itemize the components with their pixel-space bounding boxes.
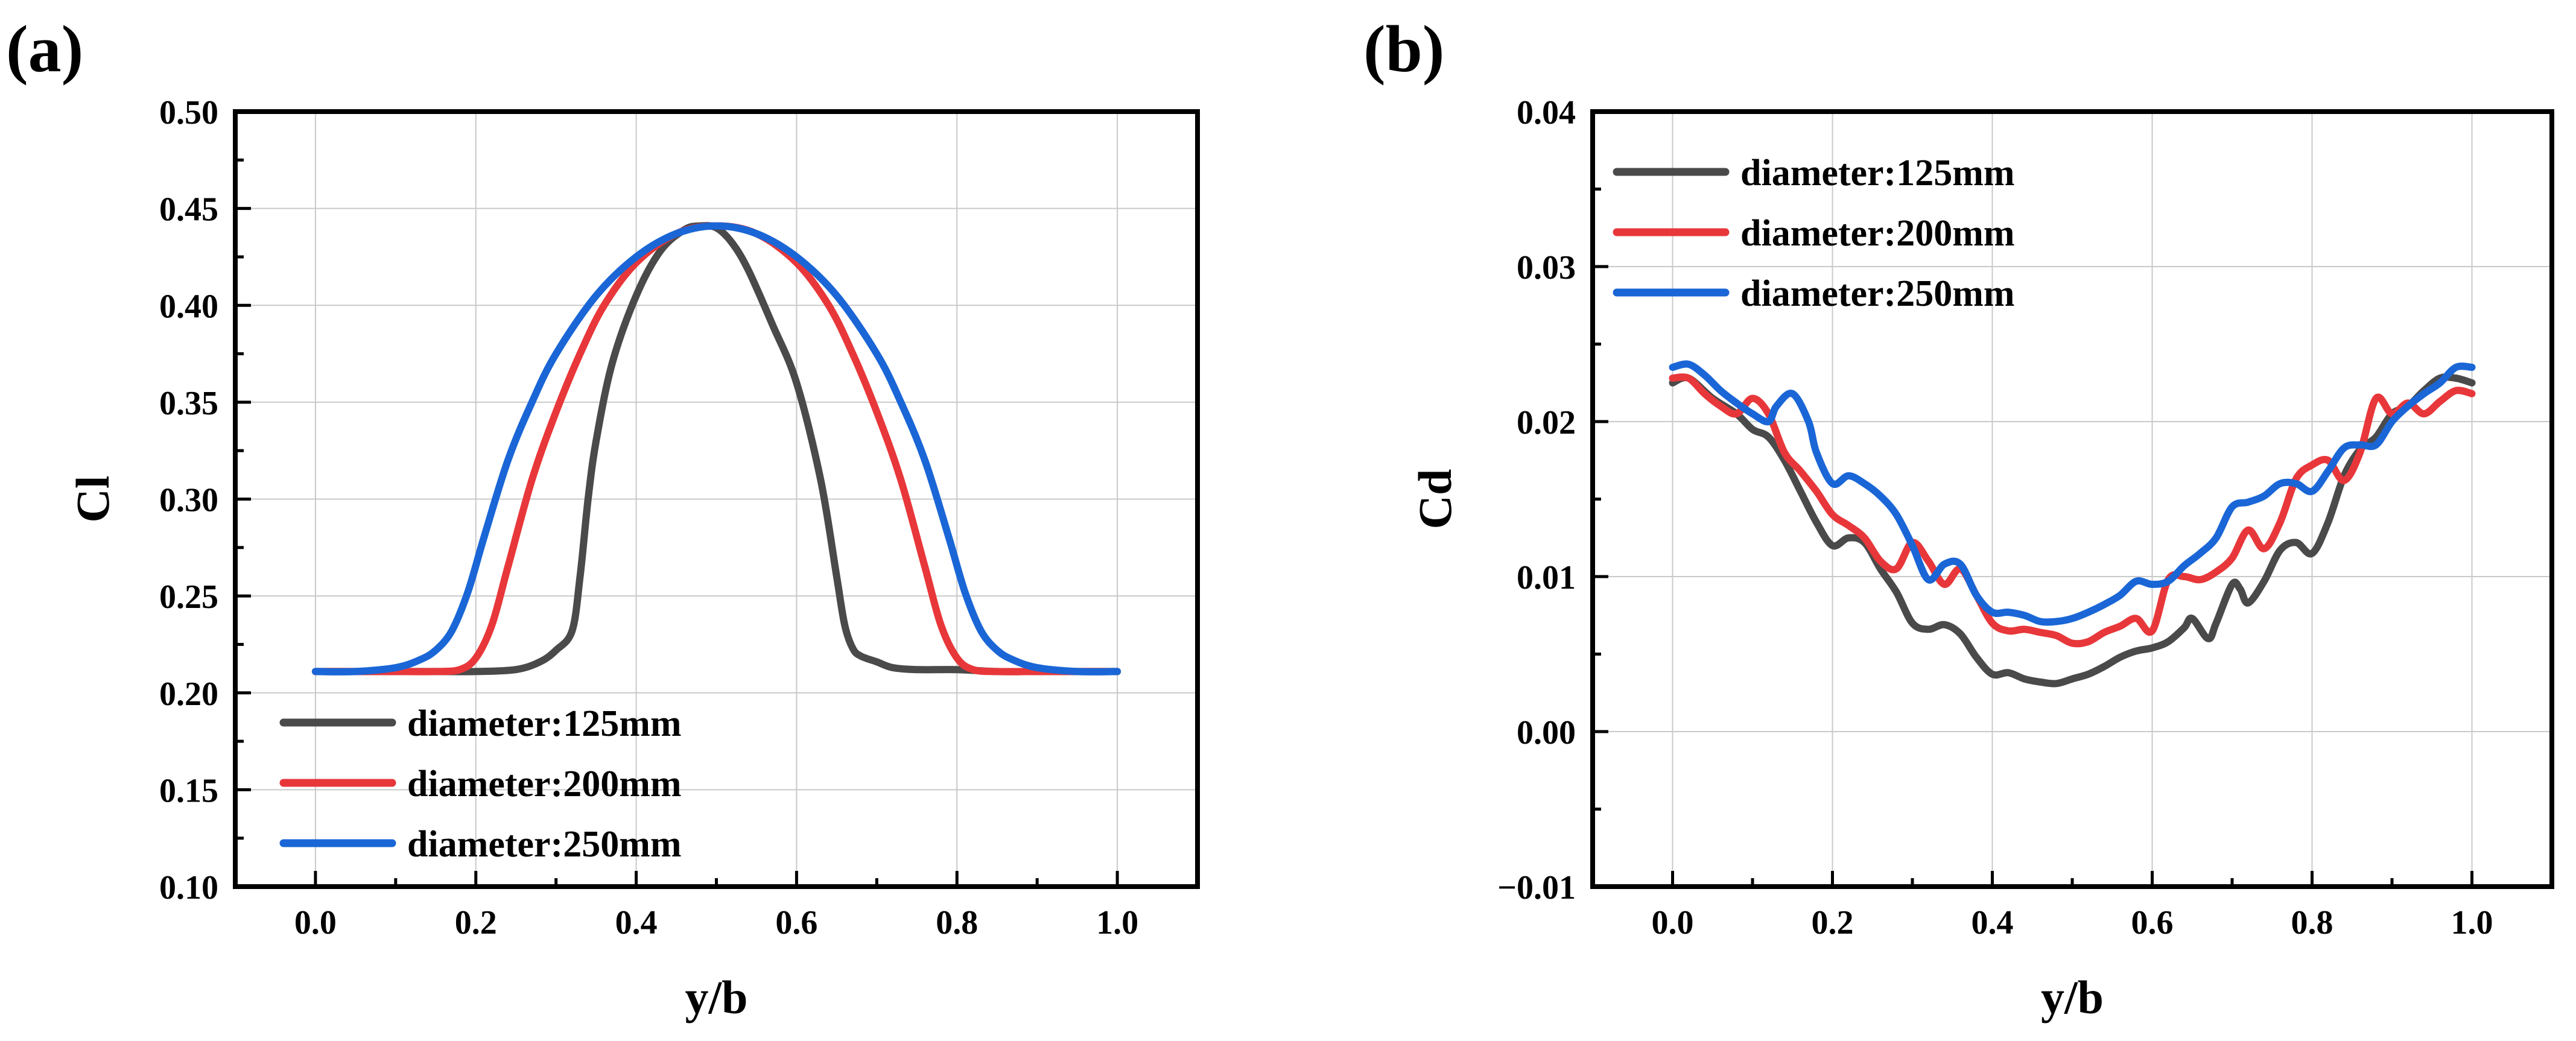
panel-a: (a) 0.0 0.2 0.4 0.6 0.8 1.0 0.10 0.15 0.20 0.25 0.…: [6, 12, 1200, 1024]
y-tick-label: 0.02: [1517, 404, 1576, 441]
x-tick-label: 1.0: [2451, 904, 2493, 941]
legend-entry-label: diameter:125mm: [407, 703, 682, 744]
legend-entry-label: diameter:250mm: [407, 824, 682, 865]
x-tick-label: 0.4: [1972, 904, 2014, 941]
series-line-diameter-200mm: [1669, 373, 2476, 648]
x-tick-label: 0.4: [615, 904, 658, 941]
x-tick-label: 0.2: [1812, 904, 1854, 941]
y-tick-label: −0.01: [1497, 869, 1576, 907]
plot-frame: [1590, 109, 2554, 889]
x-axis-title: y/b: [2041, 971, 2104, 1024]
x-tick-label: 0.6: [775, 904, 817, 941]
y-tick-label: 0.20: [159, 676, 218, 713]
legend-entry-label: diameter:200mm: [407, 764, 682, 805]
legend-entry-label: diameter:125mm: [1740, 153, 2015, 194]
y-tick-label: 0.03: [1517, 249, 1576, 286]
y-tick-label: 0.00: [1517, 714, 1576, 751]
series-line-diameter-250mm: [1669, 360, 2476, 626]
y-tick-label: 0.50: [159, 94, 218, 131]
x-tick-label: 0.0: [1652, 904, 1694, 941]
y-axis-title: Cd: [1409, 469, 1461, 530]
legend-entry-label: diameter:250mm: [1740, 273, 2015, 314]
y-tick-label: 0.35: [159, 385, 218, 422]
x-tick-label: 0.2: [455, 904, 497, 941]
series-line-diameter-250mm: [311, 222, 1121, 676]
y-tick-label: 0.40: [159, 288, 218, 325]
panel-b-label: (b): [1363, 12, 1444, 86]
y-tick-label: 0.25: [159, 578, 218, 616]
y-tick-label: 0.04: [1517, 94, 1576, 131]
panel-a-label: (a): [6, 12, 83, 86]
series-line-diameter-125mm: [1669, 373, 2476, 688]
x-tick-label: 0.6: [2131, 904, 2174, 941]
y-tick-label: 0.10: [159, 869, 218, 907]
panel-b: (b) 0.0 0.2 0.4 0.6 0.8 1.0 −0.01 0.00 0.01 0.02 0…: [1363, 12, 2554, 1024]
x-tick-label: 0.0: [294, 904, 337, 941]
y-tick-label: 0.30: [159, 482, 218, 519]
series-line-diameter-200mm: [311, 222, 1121, 676]
x-tick-label: 0.8: [2291, 904, 2333, 941]
y-tick-label: 0.15: [159, 772, 218, 809]
series-line-diameter-125mm: [311, 222, 1121, 676]
y-tick-label: 0.01: [1517, 559, 1576, 596]
y-axis-title: Cl: [66, 476, 119, 523]
y-tick-label: 0.45: [159, 191, 218, 229]
x-tick-label: 1.0: [1096, 904, 1138, 941]
x-axis-title: y/b: [685, 971, 747, 1024]
legend-entry-label: diameter:200mm: [1740, 213, 2015, 254]
x-tick-label: 0.8: [936, 904, 978, 941]
